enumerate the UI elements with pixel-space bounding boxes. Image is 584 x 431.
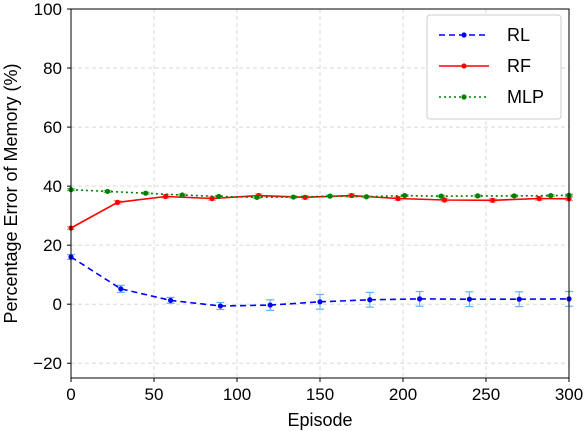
x-tick-label: 200 xyxy=(389,385,417,404)
y-tick-label: −20 xyxy=(33,354,62,373)
data-point-mlp xyxy=(104,188,111,195)
series-mlp xyxy=(67,187,573,200)
y-tick-label: 20 xyxy=(43,236,62,255)
x-tick-label: 0 xyxy=(66,385,75,404)
y-tick-label: 0 xyxy=(53,295,62,314)
data-point-mlp xyxy=(179,192,185,198)
data-point-rl xyxy=(217,303,223,309)
data-point-rf xyxy=(209,195,215,202)
data-point-rf xyxy=(490,197,496,203)
y-tick-label: 40 xyxy=(43,177,62,196)
legend-label-rl: RL xyxy=(507,25,530,45)
data-point-rl xyxy=(516,296,522,302)
data-point-mlp xyxy=(548,192,554,199)
legend-marker-rf xyxy=(461,63,467,69)
data-point-rl xyxy=(417,296,423,302)
data-point-rl xyxy=(267,302,273,308)
data-point-rf xyxy=(163,193,169,200)
data-point-rf xyxy=(441,197,448,203)
data-point-rl xyxy=(118,286,124,292)
data-point-mlp xyxy=(402,192,408,199)
x-tick-label: 100 xyxy=(223,385,251,404)
data-point-rl xyxy=(367,297,373,303)
x-tick-label: 250 xyxy=(472,385,500,404)
data-point-mlp xyxy=(438,193,444,199)
legend-label-rf: RF xyxy=(507,56,531,76)
data-point-mlp xyxy=(143,190,149,196)
legend-marker-mlp xyxy=(461,94,467,100)
data-point-rl xyxy=(168,297,174,303)
y-tick-label: 80 xyxy=(43,59,62,78)
data-point-mlp xyxy=(216,193,222,200)
legend-box xyxy=(426,14,562,120)
legend-marker-rl xyxy=(461,32,467,38)
x-axis-label: Episode xyxy=(287,410,352,430)
y-tick-label: 60 xyxy=(43,118,62,137)
series-line-mlp xyxy=(70,188,570,199)
data-point-mlp xyxy=(475,193,481,199)
legend: RL RF MLP xyxy=(426,14,562,120)
x-tick-label: 300 xyxy=(555,385,583,404)
data-point-mlp xyxy=(511,193,517,199)
data-point-rf xyxy=(348,192,355,199)
data-point-mlp xyxy=(363,194,370,200)
data-point-rl xyxy=(317,299,323,305)
y-tick-label: 100 xyxy=(34,0,62,19)
data-point-rf xyxy=(114,199,121,205)
x-tick-label: 50 xyxy=(145,385,164,404)
x-tick-label: 150 xyxy=(306,385,334,404)
data-point-mlp xyxy=(327,193,333,199)
legend-label-mlp: MLP xyxy=(507,87,544,107)
data-point-rl xyxy=(466,296,472,302)
data-point-rf xyxy=(536,195,542,202)
data-point-mlp xyxy=(254,194,260,200)
data-point-mlp xyxy=(290,194,297,200)
data-point-rf xyxy=(395,195,401,202)
x-axis-ticks: 0 50 100 150 200 250 300 xyxy=(66,378,583,404)
y-axis-label: Percentage Error of Memory (%) xyxy=(1,63,21,323)
y-axis-ticks: −20 0 20 40 60 80 100 xyxy=(33,0,71,373)
plot-area xyxy=(67,187,573,311)
